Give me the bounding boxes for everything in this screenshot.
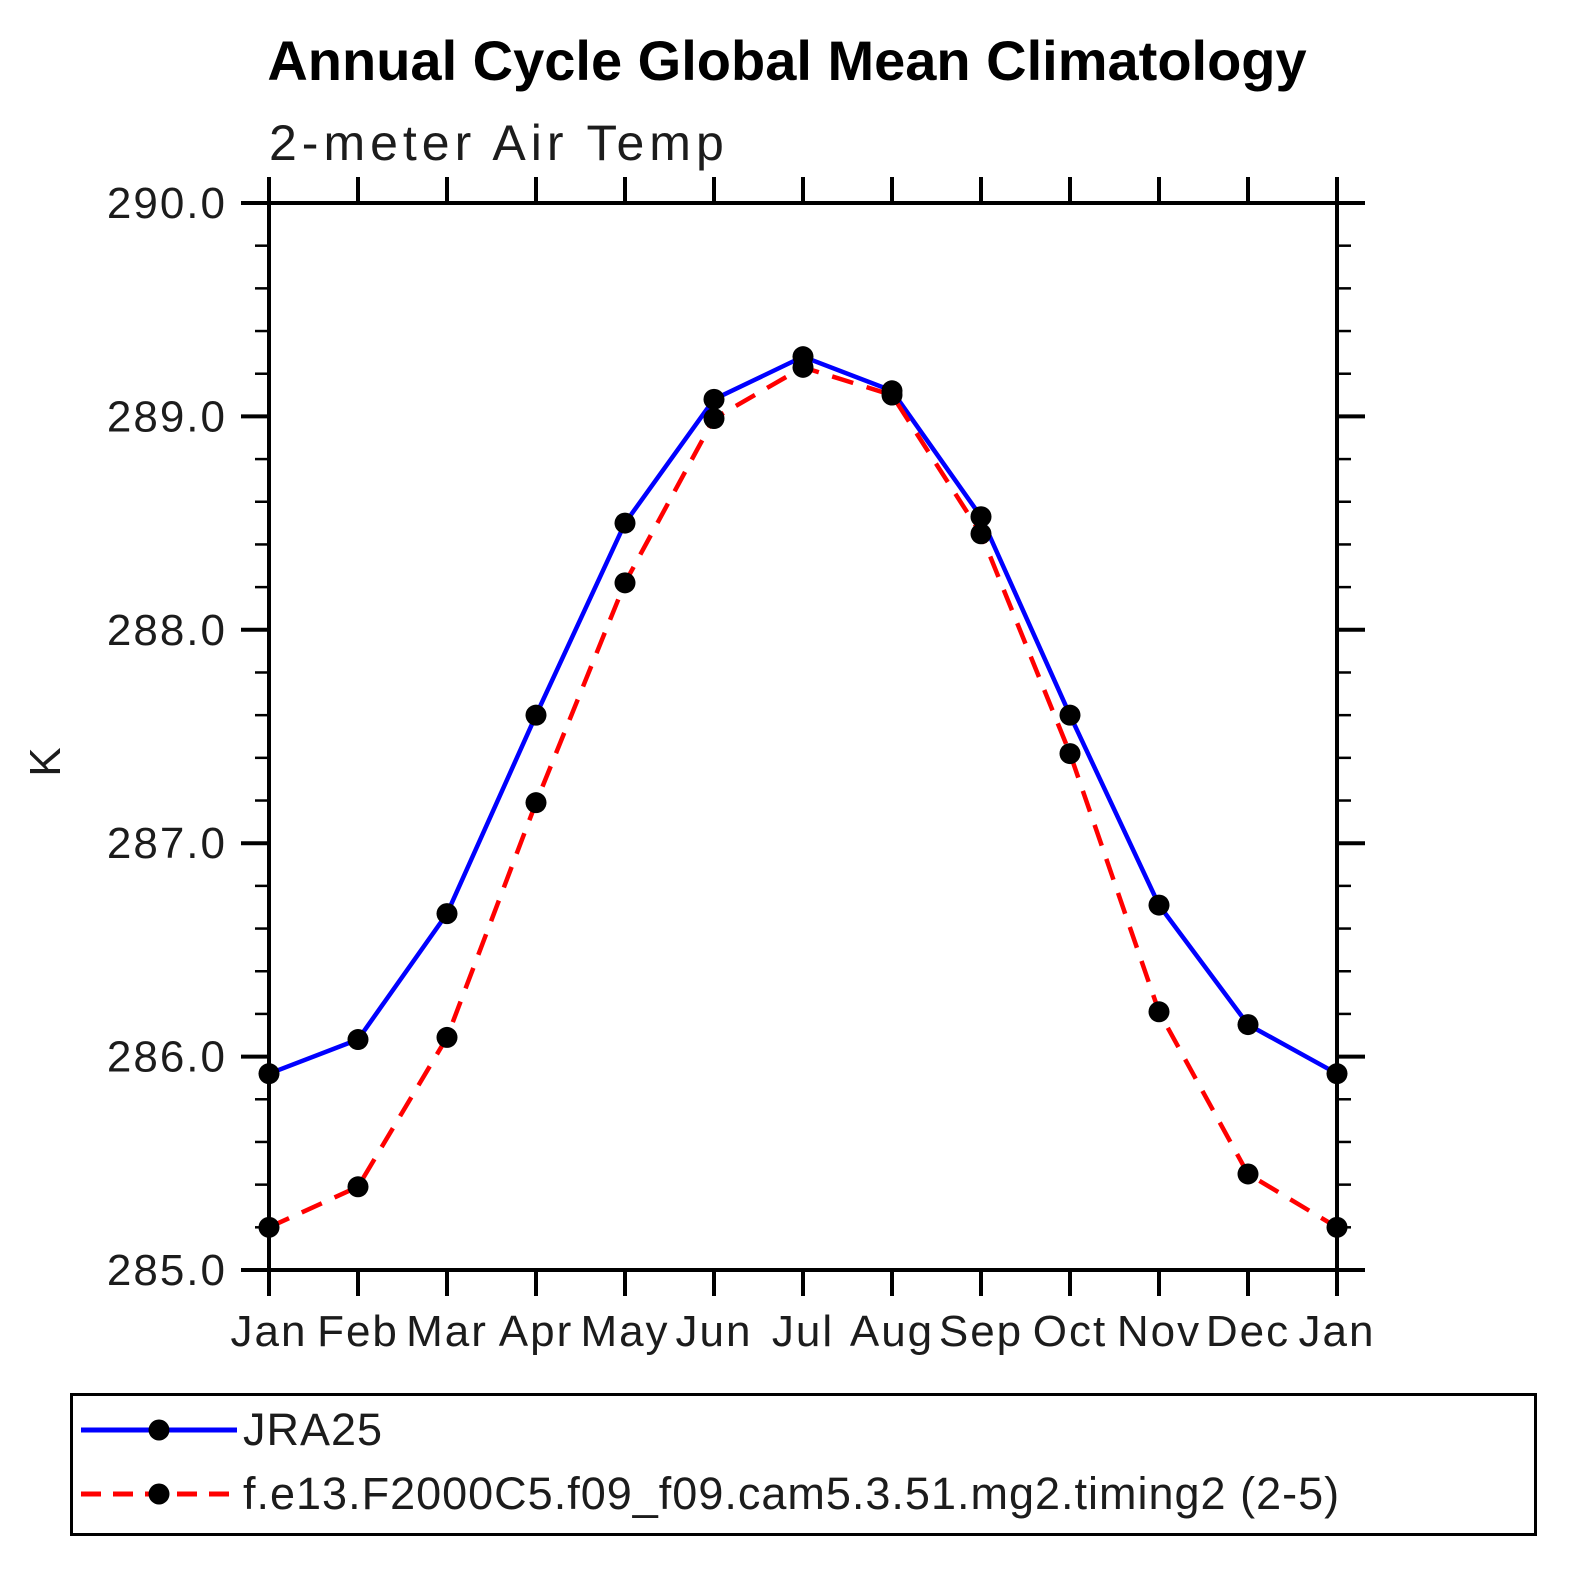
series-marker-0 — [703, 388, 725, 410]
y-tick-label: 290.0 — [107, 179, 227, 228]
x-tick-label: Apr — [499, 1307, 573, 1356]
x-tick-label: Jan — [1299, 1307, 1376, 1356]
series-line-0 — [268, 354, 1339, 1076]
series-marker-1 — [614, 572, 636, 594]
series-marker-0 — [436, 903, 458, 925]
series-marker-1 — [258, 1216, 280, 1238]
legend-marker-1 — [148, 1483, 170, 1505]
y-tick-label: 286.0 — [107, 1033, 227, 1082]
legend-box: JRA25 f.e13.F2000C5.f09_f09.cam5.3.51.mg2… — [70, 1393, 1537, 1536]
series-marker-0 — [1059, 704, 1081, 726]
series-marker-1 — [1326, 1216, 1348, 1238]
x-tick-label: Nov — [1117, 1307, 1201, 1356]
series-marker-1 — [436, 1026, 458, 1048]
x-tick-label: Aug — [850, 1307, 934, 1356]
x-tick-label: Jun — [676, 1307, 753, 1356]
x-tick-label: Jul — [772, 1307, 834, 1356]
series-marker-0 — [347, 1029, 369, 1051]
series-marker-0 — [1237, 1014, 1259, 1036]
series-marker-0 — [525, 704, 547, 726]
series-marker-1 — [792, 356, 814, 378]
y-tick-label: 285.0 — [107, 1246, 227, 1295]
series-marker-1 — [347, 1176, 369, 1198]
series-line-1 — [268, 364, 1339, 1230]
chart-subtitle: 2-meter Air Temp — [269, 115, 729, 171]
series-marker-0 — [258, 1063, 280, 1085]
series-marker-1 — [970, 523, 992, 545]
x-tick-label: Jan — [231, 1307, 308, 1356]
y-tick-label: 287.0 — [107, 819, 227, 868]
x-tick-label: Feb — [317, 1307, 399, 1356]
x-tick-label: Mar — [406, 1307, 488, 1356]
series-marker-1 — [1148, 1001, 1170, 1023]
legend-item-1: f.e13.F2000C5.f09_f09.cam5.3.51.mg2.timi… — [79, 1468, 1340, 1519]
series-marker-1 — [703, 408, 725, 430]
series-marker-1 — [1237, 1163, 1259, 1185]
legend-label-0: JRA25 — [243, 1404, 384, 1455]
plot-box — [267, 201, 1339, 1272]
series-marker-1 — [525, 792, 547, 814]
legend-line-sample-1 — [81, 1483, 237, 1505]
series-marker-0 — [1326, 1063, 1348, 1085]
y-tick-label: 289.0 — [107, 392, 227, 441]
series-marker-0 — [1148, 894, 1170, 916]
legend-label-1: f.e13.F2000C5.f09_f09.cam5.3.51.mg2.timi… — [243, 1468, 1341, 1519]
legend-line-sample-0 — [81, 1419, 237, 1441]
y-tick-label: 288.0 — [107, 606, 227, 655]
series-marker-1 — [881, 384, 903, 406]
x-tick-label: May — [580, 1307, 669, 1356]
chart-title: Annual Cycle Global Mean Climatology — [267, 29, 1307, 92]
x-tick-label: Oct — [1033, 1307, 1107, 1356]
x-tick-label: Sep — [939, 1307, 1023, 1356]
series-marker-0 — [970, 506, 992, 528]
x-tick-label: Dec — [1206, 1307, 1290, 1356]
legend-marker-0 — [148, 1419, 170, 1441]
series-marker-1 — [1059, 743, 1081, 765]
series-marker-0 — [614, 512, 636, 534]
legend-item-0: JRA25 — [79, 1404, 383, 1455]
